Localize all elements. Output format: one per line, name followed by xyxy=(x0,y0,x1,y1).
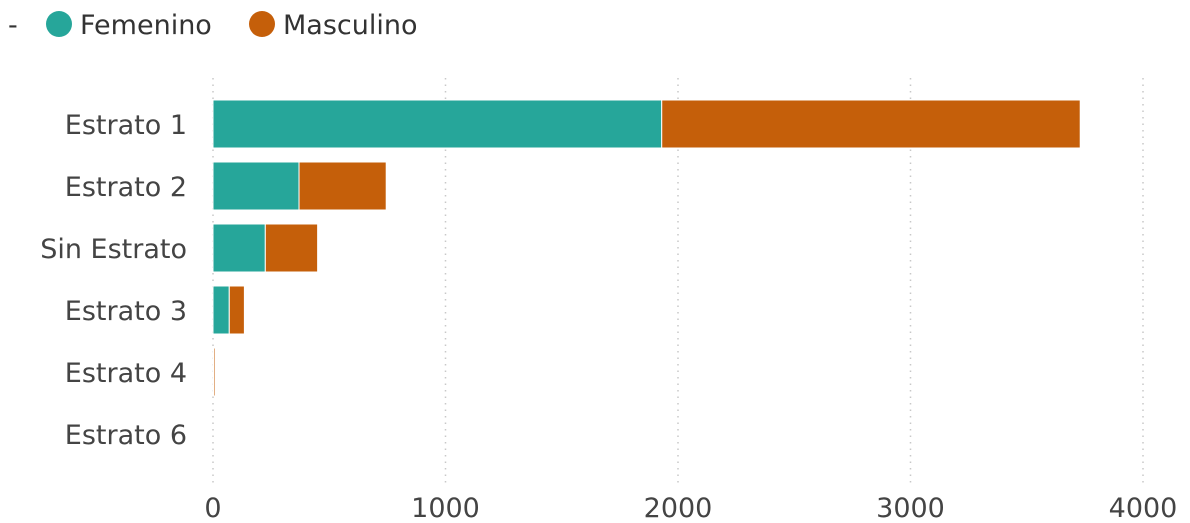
x-tick-label-3000: 3000 xyxy=(876,493,945,523)
y-tick-label-sin-estrato: Sin Estrato xyxy=(40,234,187,265)
y-tick-label-estrato-2: Estrato 2 xyxy=(65,172,187,203)
x-tick-label-0: 0 xyxy=(204,493,221,523)
x-axis: 0 1000 2000 3000 4000 xyxy=(204,493,1177,523)
bar-estrato-1-femenino[interactable] xyxy=(212,99,663,149)
bar-sin-estrato-femenino[interactable] xyxy=(212,223,266,273)
bar-estrato-2-masculino[interactable] xyxy=(298,161,387,211)
x-tick-label-2000: 2000 xyxy=(644,493,713,523)
bar-estrato-1-masculino[interactable] xyxy=(661,99,1081,149)
grid-lines xyxy=(212,78,1144,483)
legend-label-femenino[interactable]: Femenino xyxy=(80,10,212,41)
bars xyxy=(212,99,1081,397)
bar-estrato-2-femenino[interactable] xyxy=(212,161,300,211)
y-tick-label-estrato-1: Estrato 1 xyxy=(65,110,187,141)
y-axis: Estrato 1 Estrato 2 Sin Estrato Estrato 3 Es… xyxy=(40,110,187,451)
bar-estrato-3-masculino[interactable] xyxy=(228,285,245,335)
bar-estrato-4-masculino[interactable] xyxy=(213,347,216,397)
y-tick-label-estrato-6: Estrato 6 xyxy=(65,420,187,451)
x-tick-label-1000: 1000 xyxy=(411,493,480,523)
x-tick-label-4000: 4000 xyxy=(1109,493,1178,523)
legend-swatch-femenino xyxy=(46,11,72,37)
legend-swatch-masculino xyxy=(249,11,275,37)
y-tick-label-estrato-4: Estrato 4 xyxy=(65,358,187,389)
y-tick-label-estrato-3: Estrato 3 xyxy=(65,296,187,327)
legend: - Femenino Masculino xyxy=(8,10,418,41)
legend-label-masculino[interactable]: Masculino xyxy=(283,10,418,41)
bar-estrato-3-femenino[interactable] xyxy=(212,285,230,335)
legend-marker: - xyxy=(8,10,18,41)
bar-sin-estrato-masculino[interactable] xyxy=(264,223,319,273)
